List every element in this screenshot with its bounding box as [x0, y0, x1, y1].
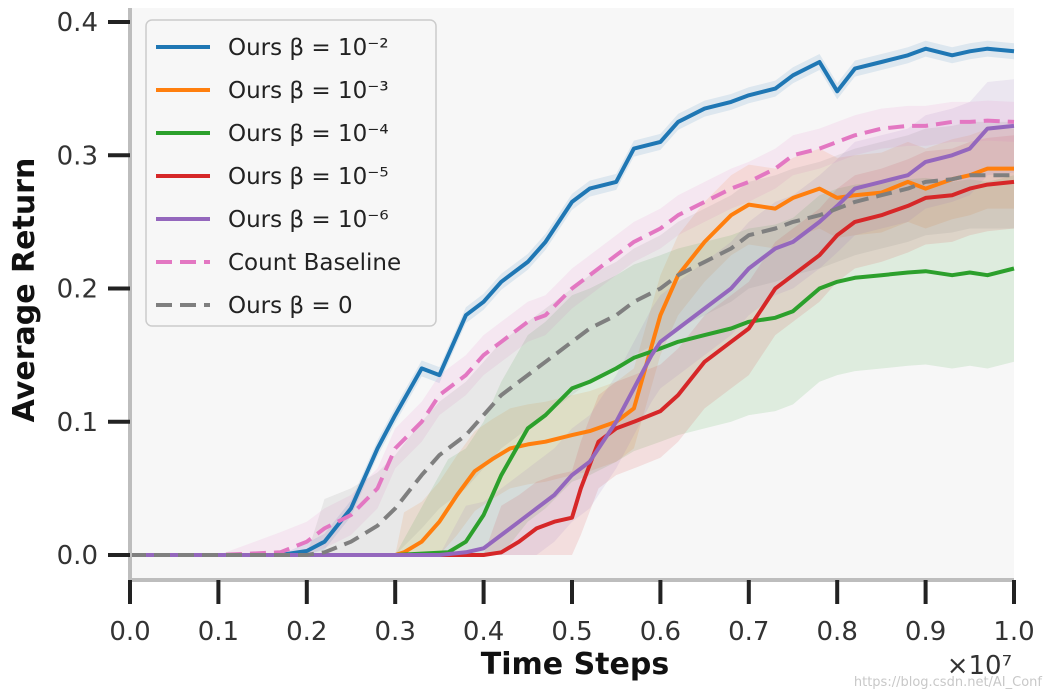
legend-label-2: Ours β = 10⁻⁴ [228, 121, 389, 147]
y-ticks: 0.0 0.1 0.2 0.3 0.4 [57, 8, 130, 571]
x-axis-title: Time Steps [481, 647, 669, 682]
legend-label-3: Ours β = 10⁻⁵ [228, 164, 389, 190]
legend-label-1: Ours β = 10⁻³ [228, 78, 389, 104]
legend-label-5: Count Baseline [228, 250, 401, 276]
y-tick-label: 0.3 [57, 141, 98, 171]
legend-box [145, 19, 437, 327]
series-line-6 [130, 173, 1014, 557]
y-axis-title: Average Return [7, 158, 42, 423]
x-tick-label: 0.6 [640, 617, 681, 647]
legend: Ours β = 10⁻² Ours β = 10⁻³ Ours β = 10⁻⁴ O… [145, 19, 437, 327]
x-tick-label: 0.5 [551, 617, 592, 647]
x-tick-label: 0.7 [728, 617, 769, 647]
series-lines [130, 46, 1015, 557]
x-tick-label: 1.0 [993, 617, 1034, 647]
series-line-4 [130, 123, 1015, 557]
y-tick-label: 0.0 [57, 541, 98, 571]
x-tick-label: 0.3 [375, 617, 416, 647]
x-tick-label: 0.4 [463, 617, 504, 647]
series-line-0 [130, 46, 1015, 557]
legend-label-4: Ours β = 10⁻⁶ [228, 207, 389, 233]
x-tick-label: 0.1 [198, 617, 239, 647]
series-band-6 [130, 121, 1014, 556]
series-line-3 [130, 179, 1015, 557]
legend-label-6: Ours β = 0 [228, 293, 353, 319]
x-tick-label: 0.2 [286, 617, 327, 647]
x-tick-label: 0.0 [109, 617, 150, 647]
x-multiplier-label: ×10⁷ [947, 651, 1012, 681]
x-ticks: 0.0 0.1 0.2 0.3 0.4 0.5 0.6 0.7 0.8 0.9 1.0 [109, 580, 1035, 647]
series-line-2 [130, 266, 1015, 557]
legend-label-0: Ours β = 10⁻² [228, 35, 389, 61]
series-band-1 [130, 128, 1014, 555]
watermark: https://blog.csdn.net/AI_Conf [854, 675, 1043, 690]
series-band-2 [130, 175, 1014, 555]
x-tick-label: 0.8 [817, 617, 858, 647]
y-tick-label: 0.2 [57, 275, 98, 305]
y-tick-label: 0.4 [57, 8, 98, 38]
y-tick-label: 0.1 [57, 408, 98, 438]
x-tick-label: 0.9 [905, 617, 946, 647]
